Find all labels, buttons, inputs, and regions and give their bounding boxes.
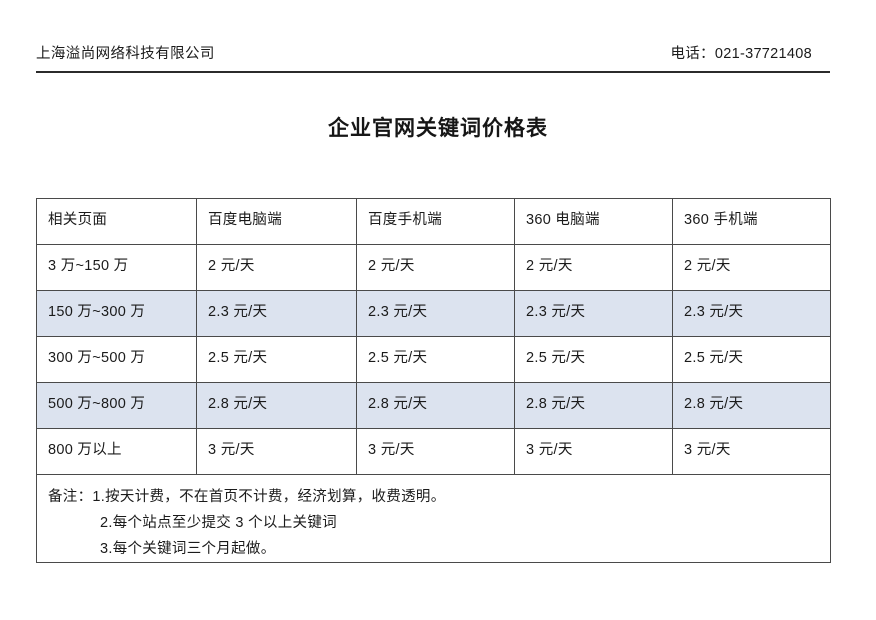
cell-baidu-mobile: 2 元/天 [356, 244, 515, 291]
table-row: 300 万~500 万 2.5 元/天 2.5 元/天 2.5 元/天 2.5 … [36, 336, 831, 383]
contact-phone: 电话：021-37721408 [670, 46, 812, 62]
note-line-2: 2.每个站点至少提交 3 个以上关键词 [100, 515, 337, 531]
column-header-pages: 相关页面 [36, 198, 197, 245]
cell-360-pc: 2.8 元/天 [514, 382, 673, 429]
cell-360-mobile: 2.8 元/天 [672, 382, 831, 429]
table-row: 500 万~800 万 2.8 元/天 2.8 元/天 2.8 元/天 2.8 … [36, 382, 831, 429]
cell-page-range: 3 万~150 万 [36, 244, 197, 291]
price-table-container: 相关页面 百度电脑端 百度手机端 360 电脑端 360 手机端 3 万~150… [36, 198, 831, 563]
cell-360-mobile: 2.5 元/天 [672, 336, 831, 383]
column-header-360-pc: 360 电脑端 [514, 198, 673, 245]
column-header-360-mobile: 360 手机端 [672, 198, 831, 245]
letterhead-divider [36, 71, 830, 73]
cell-360-pc: 2.5 元/天 [514, 336, 673, 383]
note-line-3: 3.每个关键词三个月起做。 [100, 541, 276, 557]
table-header-row: 相关页面 百度电脑端 百度手机端 360 电脑端 360 手机端 [36, 198, 831, 245]
cell-page-range: 150 万~300 万 [36, 290, 197, 337]
cell-baidu-pc: 3 元/天 [196, 428, 357, 475]
table-notes-row: 备注：1.按天计费，不在首页不计费，经济划算，收费透明。 2.每个站点至少提交 … [36, 474, 831, 563]
cell-baidu-pc: 2.8 元/天 [196, 382, 357, 429]
cell-baidu-pc: 2.3 元/天 [196, 290, 357, 337]
cell-page-range: 300 万~500 万 [36, 336, 197, 383]
notes-cell: 备注：1.按天计费，不在首页不计费，经济划算，收费透明。 2.每个站点至少提交 … [36, 474, 831, 563]
table-row: 800 万以上 3 元/天 3 元/天 3 元/天 3 元/天 [36, 428, 831, 475]
cell-baidu-mobile: 2.5 元/天 [356, 336, 515, 383]
cell-360-pc: 2 元/天 [514, 244, 673, 291]
keyword-price-table: 相关页面 百度电脑端 百度手机端 360 电脑端 360 手机端 3 万~150… [36, 198, 831, 563]
cell-360-pc: 3 元/天 [514, 428, 673, 475]
cell-baidu-pc: 2.5 元/天 [196, 336, 357, 383]
cell-baidu-mobile: 3 元/天 [356, 428, 515, 475]
cell-page-range: 800 万以上 [36, 428, 197, 475]
cell-360-mobile: 3 元/天 [672, 428, 831, 475]
company-name: 上海溢尚网络科技有限公司 [36, 46, 215, 62]
column-header-baidu-mobile: 百度手机端 [356, 198, 515, 245]
cell-page-range: 500 万~800 万 [36, 382, 197, 429]
cell-360-pc: 2.3 元/天 [514, 290, 673, 337]
cell-baidu-mobile: 2.3 元/天 [356, 290, 515, 337]
cell-360-mobile: 2 元/天 [672, 244, 831, 291]
cell-360-mobile: 2.3 元/天 [672, 290, 831, 337]
table-row: 3 万~150 万 2 元/天 2 元/天 2 元/天 2 元/天 [36, 244, 831, 291]
letterhead: 上海溢尚网络科技有限公司 电话：021-37721408 [36, 44, 830, 74]
column-header-baidu-pc: 百度电脑端 [196, 198, 357, 245]
note-line-1: 备注：1.按天计费，不在首页不计费，经济划算，收费透明。 [48, 489, 446, 505]
cell-baidu-pc: 2 元/天 [196, 244, 357, 291]
page-title: 企业官网关键词价格表 [328, 117, 548, 140]
table-row: 150 万~300 万 2.3 元/天 2.3 元/天 2.3 元/天 2.3 … [36, 290, 831, 337]
cell-baidu-mobile: 2.8 元/天 [356, 382, 515, 429]
